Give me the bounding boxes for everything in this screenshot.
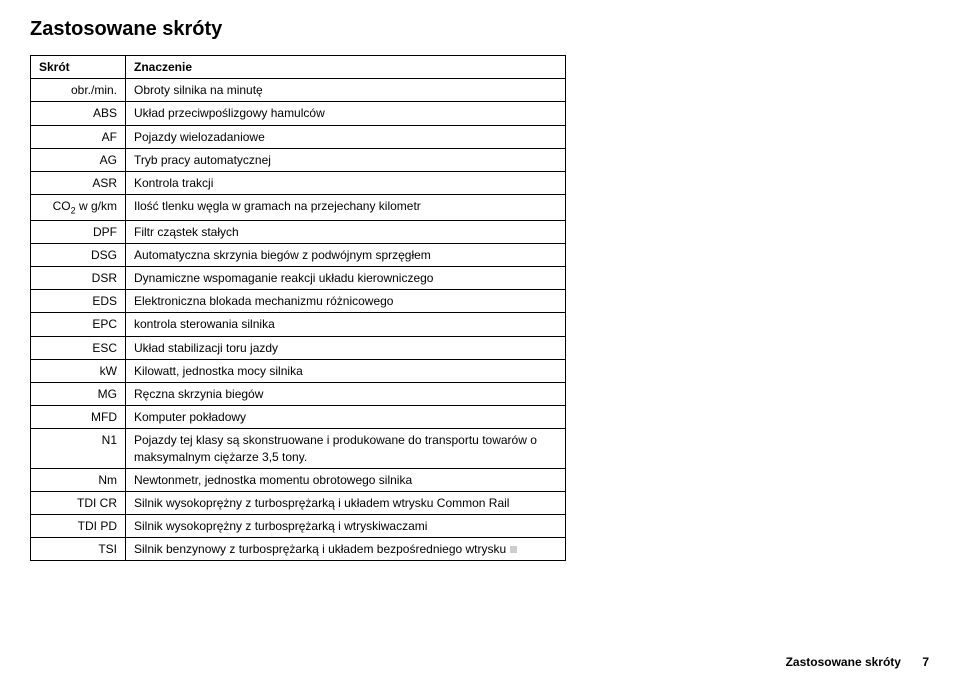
abbr-cell: AG xyxy=(31,148,126,171)
table-row: kWKilowatt, jednostka mocy silnika xyxy=(31,359,566,382)
header-abbr: Skrót xyxy=(31,56,126,79)
abbr-cell: Nm xyxy=(31,468,126,491)
meaning-cell: Układ stabilizacji toru jazdy xyxy=(126,336,566,359)
table-row: ASRKontrola trakcji xyxy=(31,171,566,194)
table-row: NmNewtonmetr, jednostka momentu obrotowe… xyxy=(31,468,566,491)
table-row: N1Pojazdy tej klasy są skonstruowane i p… xyxy=(31,429,566,468)
meaning-cell: Pojazdy wielozadaniowe xyxy=(126,125,566,148)
abbr-cell: DSR xyxy=(31,267,126,290)
table-row: TDI CRSilnik wysokoprężny z turbosprężar… xyxy=(31,491,566,514)
header-meaning: Znaczenie xyxy=(126,56,566,79)
abbr-cell: MFD xyxy=(31,406,126,429)
abbr-cell: ABS xyxy=(31,102,126,125)
abbreviations-table: Skrót Znaczenie obr./min.Obroty silnika … xyxy=(30,55,566,561)
meaning-cell: Elektroniczna blokada mechanizmu różnico… xyxy=(126,290,566,313)
abbr-cell: N1 xyxy=(31,429,126,468)
abbr-cell: kW xyxy=(31,359,126,382)
meaning-cell: Newtonmetr, jednostka momentu obrotowego… xyxy=(126,468,566,491)
table-row: TSISilnik benzynowy z turbosprężarką i u… xyxy=(31,538,566,561)
abbr-cell: DPF xyxy=(31,220,126,243)
footer-label: Zastosowane skróty xyxy=(786,655,901,669)
meaning-cell: Tryb pracy automatycznej xyxy=(126,148,566,171)
meaning-cell: Automatyczna skrzynia biegów z podwójnym… xyxy=(126,243,566,266)
meaning-cell: Kontrola trakcji xyxy=(126,171,566,194)
meaning-cell: kontrola sterowania silnika xyxy=(126,313,566,336)
table-row: DPFFiltr cząstek stałych xyxy=(31,220,566,243)
table-row: EDSElektroniczna blokada mechanizmu różn… xyxy=(31,290,566,313)
table-row: TDI PDSilnik wysokoprężny z turbosprężar… xyxy=(31,515,566,538)
meaning-cell: Dynamiczne wspomaganie reakcji układu ki… xyxy=(126,267,566,290)
table-row: AFPojazdy wielozadaniowe xyxy=(31,125,566,148)
abbr-cell: ESC xyxy=(31,336,126,359)
meaning-cell: Silnik wysokoprężny z turbosprężarką i u… xyxy=(126,491,566,514)
meaning-cell: Obroty silnika na minutę xyxy=(126,79,566,102)
abbr-cell: obr./min. xyxy=(31,79,126,102)
abbr-cell: DSG xyxy=(31,243,126,266)
abbr-cell: EPC xyxy=(31,313,126,336)
page-title: Zastosowane skróty xyxy=(30,18,929,41)
table-row: DSGAutomatyczna skrzynia biegów z podwój… xyxy=(31,243,566,266)
meaning-cell: Ilość tlenku węgla w gramach na przejech… xyxy=(126,195,566,221)
abbr-cell: TSI xyxy=(31,538,126,561)
table-row: AGTryb pracy automatycznej xyxy=(31,148,566,171)
table-row: ABSUkład przeciwpoślizgowy hamulców xyxy=(31,102,566,125)
end-mark-icon xyxy=(510,546,517,553)
meaning-cell: Pojazdy tej klasy są skonstruowane i pro… xyxy=(126,429,566,468)
meaning-cell: Silnik benzynowy z turbosprężarką i ukła… xyxy=(126,538,566,561)
abbr-cell: TDI CR xyxy=(31,491,126,514)
table-row: MFDKomputer pokładowy xyxy=(31,406,566,429)
meaning-cell: Układ przeciwpoślizgowy hamulców xyxy=(126,102,566,125)
table-row: MGRęczna skrzynia biegów xyxy=(31,382,566,405)
table-row: CO2 w g/kmIlość tlenku węgla w gramach n… xyxy=(31,195,566,221)
table-row: EPCkontrola sterowania silnika xyxy=(31,313,566,336)
abbr-cell: ASR xyxy=(31,171,126,194)
page-footer: Zastosowane skróty 7 xyxy=(786,655,929,669)
meaning-cell: Filtr cząstek stałych xyxy=(126,220,566,243)
abbr-cell: EDS xyxy=(31,290,126,313)
meaning-cell: Silnik wysokoprężny z turbosprężarką i w… xyxy=(126,515,566,538)
abbr-cell: AF xyxy=(31,125,126,148)
meaning-cell: Kilowatt, jednostka mocy silnika xyxy=(126,359,566,382)
table-row: ESCUkład stabilizacji toru jazdy xyxy=(31,336,566,359)
abbr-cell: CO2 w g/km xyxy=(31,195,126,221)
table-header-row: Skrót Znaczenie xyxy=(31,56,566,79)
meaning-cell: Ręczna skrzynia biegów xyxy=(126,382,566,405)
footer-page-number: 7 xyxy=(922,655,929,669)
table-row: DSRDynamiczne wspomaganie reakcji układu… xyxy=(31,267,566,290)
abbr-cell: TDI PD xyxy=(31,515,126,538)
meaning-cell: Komputer pokładowy xyxy=(126,406,566,429)
table-row: obr./min.Obroty silnika na minutę xyxy=(31,79,566,102)
abbr-cell: MG xyxy=(31,382,126,405)
